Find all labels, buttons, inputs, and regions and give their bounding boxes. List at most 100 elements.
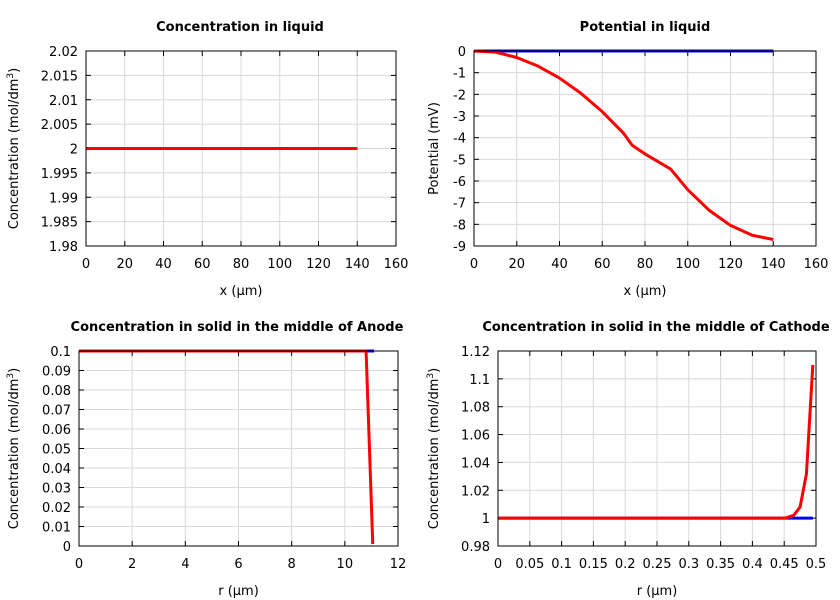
y-axis-label: Potential (mV) (427, 102, 442, 195)
chart-1: Concentration in liquid 0 20 40 60 80 100 120 14… (6, 20, 408, 299)
x-tick-label: 0.35 (706, 557, 735, 572)
x-tick-label: 0.3 (678, 557, 699, 572)
y-tick-label: 1.99 (49, 191, 78, 206)
chart-3: Concentration in solid in the middle of … (6, 320, 406, 599)
y-tick-label: 2.015 (41, 69, 78, 84)
x-tick-label: 60 (594, 257, 611, 272)
y-tick-label: 1.06 (461, 429, 490, 444)
y-tick-label: -8 (453, 218, 466, 233)
y-label-main: Concentration (mol/dm (427, 379, 442, 530)
chart-2: Potential in liquid 0 20 40 60 80 100 120 140 160… (427, 20, 828, 299)
y-tick-label: 1 (482, 512, 490, 527)
x-tick-label: 160 (384, 257, 409, 272)
y-tick-label: 0.04 (42, 462, 71, 477)
y-tick-label: 2.005 (41, 118, 78, 133)
y-label-end: ) (7, 68, 22, 73)
y-tick-label: 0.07 (42, 404, 71, 419)
y-label-sup: 3 (6, 373, 16, 379)
x-tick-label: 2 (128, 557, 136, 572)
y-tick-label: 2.01 (49, 94, 78, 109)
x-tick-label: 0 (82, 257, 90, 272)
plot-frame (85, 50, 397, 247)
x-tick-label: 20 (116, 257, 133, 272)
series-line-2 (79, 349, 375, 545)
chart-title: Potential in liquid (580, 20, 711, 35)
x-tick-label: 4 (181, 557, 189, 572)
x-tick-label: 0.1 (551, 557, 572, 572)
y-tick-label: 0.05 (42, 443, 71, 458)
x-tick-label: 80 (637, 257, 654, 272)
x-tick-label: 100 (675, 257, 700, 272)
x-tick-label: 10 (337, 557, 354, 572)
x-tick-label: 40 (155, 257, 172, 272)
y-axis-label: Concentration (mol/dm3) (6, 368, 22, 530)
y-tick-label: 1.1 (469, 373, 490, 388)
x-axis-label: r (µm) (637, 584, 678, 599)
y-tick-label: 1.04 (461, 456, 490, 471)
x-tick-label: 0 (470, 257, 478, 272)
x-tick-label: 40 (551, 257, 568, 272)
y-tick-label: 2 (70, 143, 78, 158)
x-tick-label: 8 (288, 557, 296, 572)
x-tick-label: 80 (233, 257, 250, 272)
x-tick-label: 0.45 (770, 557, 799, 572)
y-tick-label: 1.08 (461, 401, 490, 416)
x-tick-label: 0.2 (615, 557, 636, 572)
series-line-2 (498, 364, 815, 520)
x-tick-label: 60 (194, 257, 211, 272)
y-tick-label: 0 (458, 45, 466, 60)
x-tick-label: 0 (75, 557, 83, 572)
x-tick-label: 12 (390, 557, 407, 572)
plot-frame (497, 350, 817, 547)
y-label-end: ) (427, 368, 442, 373)
x-tick-label: 140 (345, 257, 370, 272)
x-tick-label: 0.4 (742, 557, 763, 572)
y-tick-label: 1.02 (461, 484, 490, 499)
x-tick-label: 0.25 (643, 557, 672, 572)
x-tick-label: 140 (761, 257, 786, 272)
y-label-sup: 3 (426, 373, 436, 379)
y-tick-label: -9 (453, 240, 466, 255)
y-tick-label: 1.98 (49, 240, 78, 255)
chart-4: Concentration in solid in the middle of … (426, 320, 830, 599)
x-axis-label: x (µm) (624, 284, 667, 299)
y-tick-label: -5 (453, 153, 466, 168)
plot-frame (473, 50, 817, 247)
chart-title: Concentration in liquid (156, 20, 324, 35)
x-tick-label: 0.15 (579, 557, 608, 572)
y-tick-label: 0 (63, 540, 71, 555)
y-label-main: Potential (mV) (427, 102, 442, 195)
series-line-2 (473, 49, 774, 241)
y-tick-label: 1.995 (41, 167, 78, 182)
y-label-main: Concentration (mol/dm (7, 79, 22, 230)
y-tick-label: 0.09 (42, 365, 71, 380)
x-tick-label: 0.05 (515, 557, 544, 572)
y-tick-label: -4 (453, 132, 466, 147)
y-label-main: Concentration (mol/dm (7, 379, 22, 530)
y-tick-label: -2 (453, 88, 466, 103)
plot-frame (78, 350, 399, 547)
x-tick-label: 100 (267, 257, 292, 272)
y-tick-label: 0.06 (42, 423, 71, 438)
y-tick-label: -6 (453, 175, 466, 190)
x-tick-label: 120 (306, 257, 331, 272)
x-tick-label: 0 (494, 557, 502, 572)
x-axis-label: x (µm) (220, 284, 263, 299)
y-tick-label: 1.12 (461, 345, 490, 360)
y-tick-label: 0.08 (42, 384, 71, 399)
x-axis-label: r (µm) (218, 584, 259, 599)
y-tick-label: 1.985 (41, 216, 78, 231)
y-label-end: ) (7, 368, 22, 373)
y-tick-label: 0.01 (42, 521, 71, 536)
y-tick-label: 0.98 (461, 540, 490, 555)
y-tick-label: -1 (453, 67, 466, 82)
x-tick-label: 160 (804, 257, 829, 272)
y-tick-label: 0.02 (42, 501, 71, 516)
y-label-sup: 3 (6, 73, 16, 79)
x-tick-label: 6 (234, 557, 242, 572)
y-axis-label: Concentration (mol/dm3) (6, 68, 22, 230)
x-tick-label: 0.5 (806, 557, 827, 572)
y-tick-label: 0.1 (50, 345, 71, 360)
y-axis-label: Concentration (mol/dm3) (426, 368, 442, 530)
